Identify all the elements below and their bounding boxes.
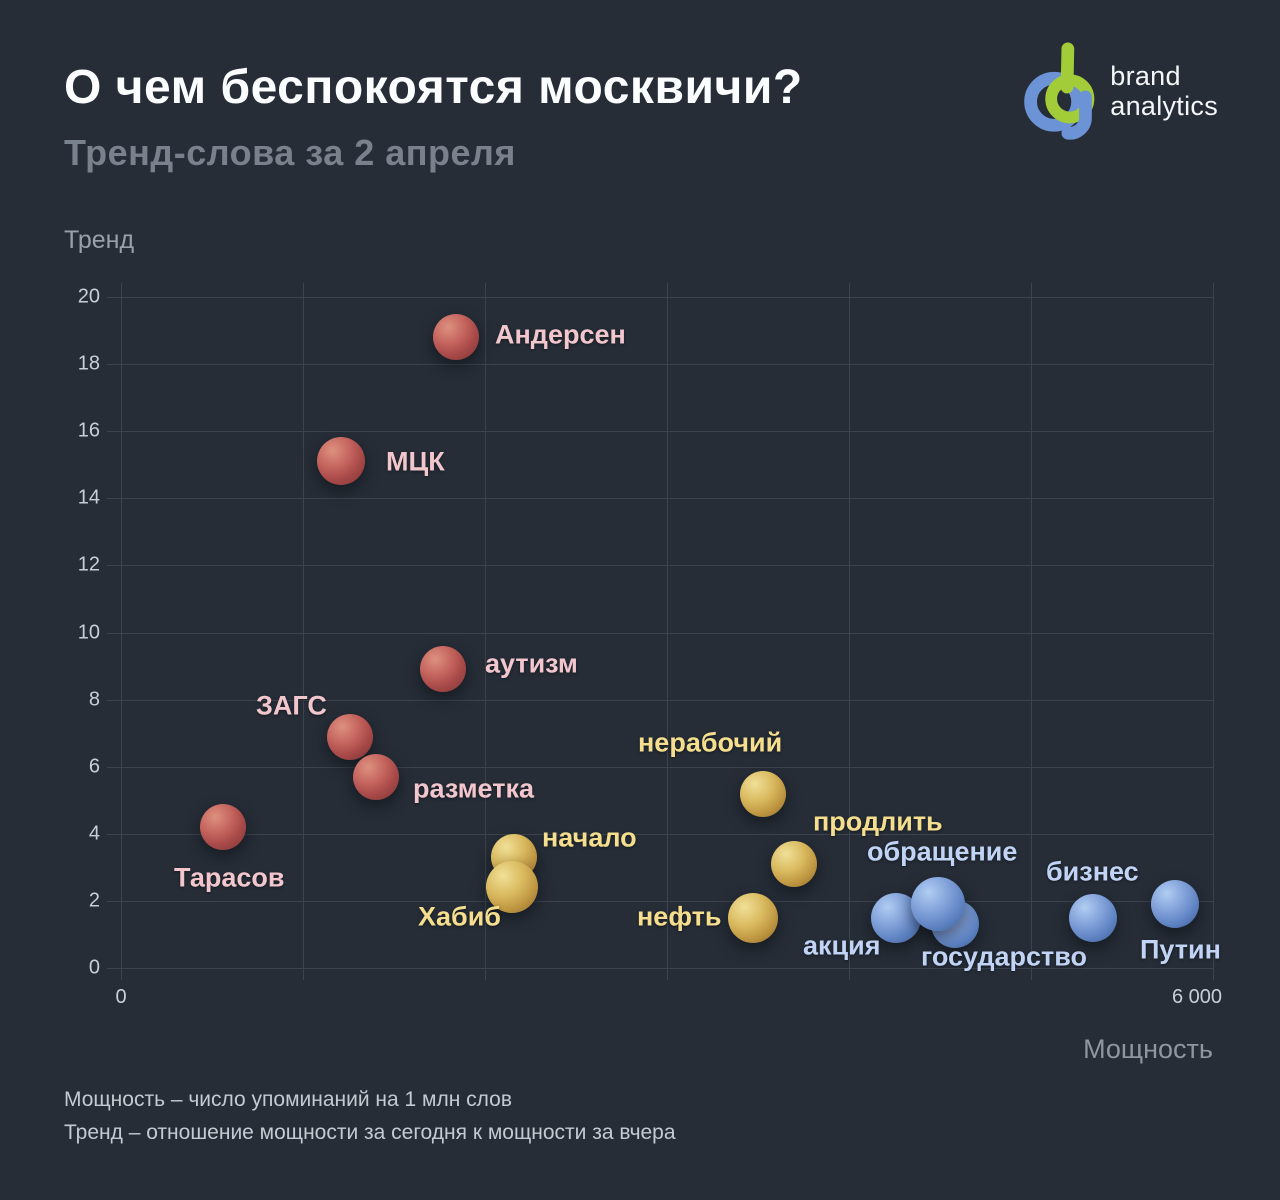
y-tick-label: 20 — [77, 285, 100, 308]
y-tick-label: 18 — [77, 352, 100, 375]
y-tick-label: 14 — [77, 486, 100, 509]
gridline-vertical — [121, 283, 122, 980]
bubble-label-Андерсен: Андерсен — [495, 319, 626, 350]
bubble-label-начало: начало — [542, 822, 637, 853]
y-tick-label: 12 — [77, 553, 100, 576]
bubble-label-нефть: нефть — [637, 901, 722, 932]
gridline-horizontal — [107, 431, 1213, 433]
bubble-label-МЦК: МЦК — [386, 446, 445, 477]
x-axis-title: Мощность — [1083, 1034, 1213, 1064]
gridline-horizontal — [107, 699, 1213, 701]
bubble-label-продлить: продлить — [813, 806, 943, 837]
x-tick-label: 0 — [115, 986, 127, 1008]
brand-analytics-logo: brand analytics — [1024, 42, 1218, 140]
bubble-label-обращение: обращение — [867, 836, 1018, 867]
y-axis-title: Тренд — [64, 226, 135, 254]
page-subtitle: Тренд-слова за 2 апреля — [64, 132, 516, 173]
gridline-horizontal — [107, 565, 1213, 567]
gridline-horizontal — [107, 364, 1213, 366]
bubble-Путин — [1150, 880, 1199, 929]
bubble-Хабиб — [486, 861, 539, 914]
gridline-horizontal — [107, 498, 1213, 500]
gridline-vertical — [1031, 283, 1032, 980]
bubble-label-разметка: разметка — [413, 773, 534, 804]
gridline-horizontal — [107, 632, 1213, 634]
bubble-продлить — [771, 840, 818, 887]
bubble-Андерсен — [432, 314, 479, 361]
gridline-horizontal — [107, 833, 1213, 835]
brand-analytics-logo-text: brand analytics — [1110, 61, 1218, 121]
bubble-label-нерабочий: нерабочий — [638, 727, 783, 758]
gridline-vertical — [485, 283, 486, 980]
bubble-аутизм — [420, 646, 467, 693]
bubble-МЦК — [317, 437, 366, 486]
gridline-horizontal — [107, 968, 1213, 969]
y-tick-label: 0 — [88, 956, 100, 979]
bubble-нерабочий — [740, 770, 787, 817]
gridline-vertical — [667, 283, 668, 980]
bubble-label-Хабиб: Хабиб — [418, 901, 501, 932]
footer-notes: Мощность – число упоминаний на 1 млн сло… — [64, 1084, 676, 1149]
footer-note-trend: Тренд – отношение мощности за сегодня к … — [64, 1120, 676, 1144]
bubble-Тарасов — [199, 804, 246, 851]
bubble-нефть — [727, 892, 778, 943]
bubble-бизнес — [1068, 893, 1117, 942]
y-tick-label: 4 — [88, 822, 100, 845]
footer-note-power: Мощность – число упоминаний на 1 млн сло… — [64, 1088, 513, 1111]
bubble-label-аутизм: аутизм — [485, 648, 578, 679]
gridline-vertical — [303, 283, 304, 980]
gridline-vertical — [849, 283, 850, 980]
gridline-horizontal — [107, 297, 1213, 298]
logo-line-2: analytics — [1110, 91, 1218, 121]
y-tick-label: 16 — [77, 419, 100, 442]
y-tick-label: 8 — [88, 688, 100, 711]
x-tick-label: 6 000 — [1171, 986, 1223, 1008]
bubble-label-ЗАГС: ЗАГС — [256, 690, 327, 721]
gridline-vertical — [1213, 283, 1214, 980]
y-tick-label: 2 — [88, 889, 100, 912]
bubble-label-государство: государство — [921, 941, 1088, 972]
logo-line-1: brand — [1110, 60, 1181, 91]
bubble-label-акция: акция — [803, 930, 881, 961]
gridline-horizontal — [107, 766, 1213, 768]
y-tick-label: 6 — [88, 755, 100, 778]
brand-analytics-logo-icon — [1024, 42, 1095, 140]
bubble-label-Путин: Путин — [1140, 934, 1221, 965]
bubble-label-Тарасов: Тарасов — [174, 862, 285, 893]
bubble-обращение — [911, 877, 966, 932]
bubble-label-бизнес: бизнес — [1046, 856, 1139, 887]
y-tick-label: 10 — [77, 621, 100, 643]
bubble-ЗАГС — [327, 713, 374, 760]
gridline-horizontal — [107, 900, 1213, 902]
page-title: О чем беспокоятся москвичи? — [64, 61, 803, 114]
bubble-разметка — [352, 753, 399, 800]
